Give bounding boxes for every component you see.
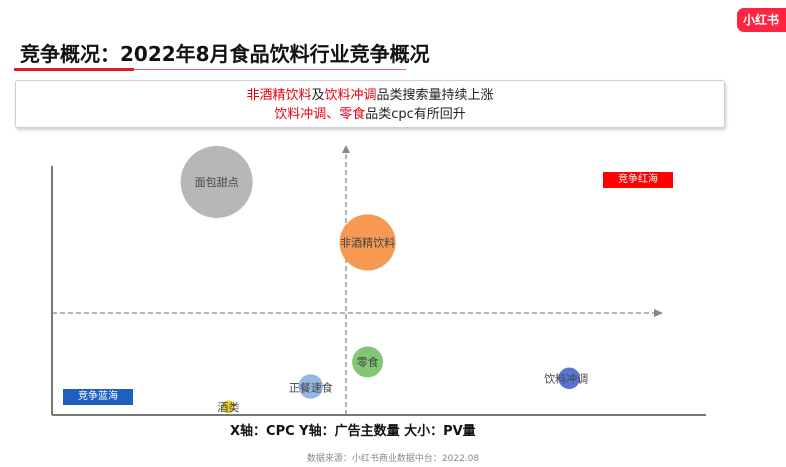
bubble-5: [221, 400, 235, 414]
red-ocean-tag: 竞争红海: [603, 172, 673, 188]
summary-line-2-part-2: 品类cpc有所回升: [365, 107, 466, 122]
bubble-0: [180, 145, 253, 218]
blue-ocean-tag: 竞争蓝海: [63, 389, 133, 405]
bubble-3: [298, 374, 323, 399]
bubble-4: [558, 367, 580, 390]
brand-logo: 小红书: [737, 8, 786, 32]
data-source: 数据来源：小红书商业数据中台：2022.08: [306, 454, 480, 464]
summary-line-1-part-2: 及: [311, 88, 325, 103]
bubble-label-5: 酒类: [217, 400, 239, 414]
bubble-label-1: 非酒精饮料: [340, 235, 395, 249]
bubble-2: [352, 346, 384, 378]
title-underline: [14, 69, 406, 70]
summary-line-1-part-1: 非酒精饮料: [246, 88, 312, 103]
summary-line-1-part-4: 品类搜索量持续上涨: [376, 88, 494, 103]
summary-line-2-part-1: 饮料冲调、零食: [274, 107, 366, 122]
page-title: 竞争概况：2022年8月食品饮料行业竞争概况: [20, 42, 430, 66]
title-accent-bar: [14, 68, 134, 71]
summary-box: 非酒精饮料及饮料冲调品类搜索量持续上涨 饮料冲调、零食品类cpc有所回升: [15, 80, 725, 128]
bubble-label-3: 正餐速食: [289, 380, 333, 394]
bubble-1: [339, 214, 396, 271]
horizontal-divider-arrow: [654, 309, 663, 317]
summary-line-2: 饮料冲调、零食品类cpc有所回升: [16, 105, 724, 124]
bubble-label-2: 零食: [357, 355, 379, 369]
vertical-divider-arrow: [342, 145, 350, 153]
bubble-label-0: 面包甜点: [195, 176, 239, 189]
summary-line-1-part-3: 饮料冲调: [324, 88, 377, 103]
bubble-label-4: 饮料冲调: [544, 371, 588, 385]
summary-line-1: 非酒精饮料及饮料冲调品类搜索量持续上涨: [16, 86, 724, 105]
axis-legend-note: X轴：CPC Y轴：广告主数量 大小：PV量: [230, 424, 476, 439]
